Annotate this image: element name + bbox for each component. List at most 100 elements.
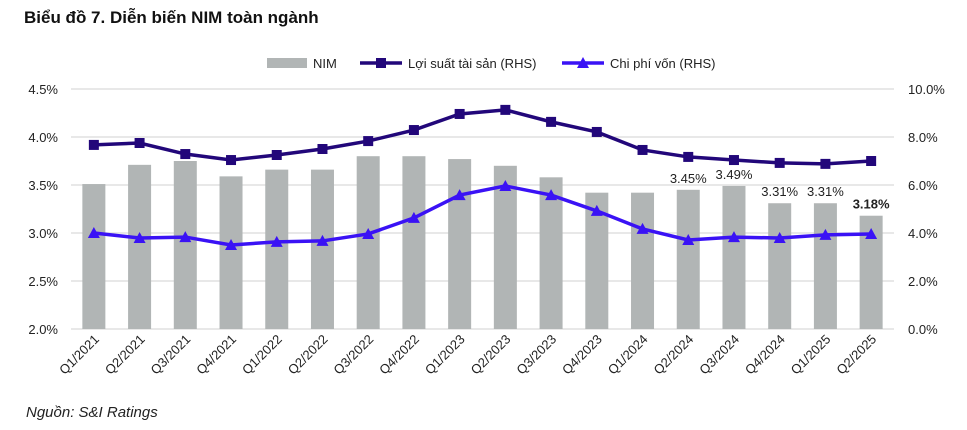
bar-nim — [813, 203, 837, 329]
left-axis-tick: 3.5% — [28, 178, 58, 193]
marker-cost — [87, 227, 100, 238]
marker-yield — [683, 151, 694, 162]
bar-nim — [722, 185, 746, 329]
x-axis-tick: Q1/2024 — [605, 332, 651, 378]
chart-title: Biểu đồ 7. Diễn biến NIM toàn ngành — [24, 8, 319, 27]
bar-nim — [493, 165, 517, 329]
bar-nim — [859, 215, 883, 329]
marker-cost — [773, 232, 786, 244]
data-label: 3.31% — [807, 184, 844, 199]
left-axis-tick: 4.0% — [28, 130, 58, 145]
x-axis-tick: Q1/2023 — [422, 332, 468, 378]
bar-nim — [82, 184, 106, 329]
data-label: 3.49% — [716, 167, 753, 182]
legend-label-nim: NIM — [313, 56, 337, 71]
x-axis-tick: Q1/2022 — [239, 332, 285, 378]
x-axis-tick: Q3/2023 — [513, 332, 559, 378]
marker-yield — [88, 139, 99, 150]
marker-yield — [546, 116, 557, 127]
bar-nim — [585, 192, 609, 329]
bar-nim — [310, 169, 334, 329]
marker-cost — [499, 179, 512, 191]
x-axis-tick: Q4/2021 — [193, 332, 239, 378]
x-axis-tick: Q4/2024 — [742, 332, 788, 378]
marker-yield — [271, 150, 282, 160]
bar-nim — [768, 203, 792, 329]
right-axis-tick: 0.0% — [908, 322, 938, 337]
bar-nim — [539, 177, 563, 329]
bar-nim — [631, 192, 655, 329]
marker-yield — [408, 125, 419, 136]
right-axis-tick: 10.0% — [908, 82, 945, 97]
x-axis-tick: Q4/2023 — [559, 332, 605, 378]
x-axis-tick: Q2/2025 — [833, 332, 879, 378]
marker-cost — [865, 227, 878, 239]
bar-nim — [265, 169, 289, 329]
bar-nim — [128, 164, 152, 329]
right-axis-tick: 8.0% — [908, 130, 938, 145]
marker-yield — [637, 144, 648, 155]
marker-cost — [819, 228, 832, 240]
marker-cost — [727, 231, 740, 243]
marker-yield — [180, 149, 191, 160]
marker-cost — [133, 232, 146, 244]
marker-yield — [134, 138, 145, 148]
legend-marker-yield — [376, 58, 386, 68]
marker-yield — [317, 144, 328, 154]
marker-yield — [226, 155, 237, 166]
legend-swatch-nim — [267, 58, 307, 68]
marker-yield — [500, 104, 511, 115]
marker-cost — [407, 211, 420, 223]
marker-yield — [454, 108, 465, 119]
marker-cost — [270, 235, 283, 247]
x-axis-tick: Q1/2021 — [56, 332, 102, 378]
x-axis-tick: Q2/2022 — [285, 332, 331, 378]
right-axis-tick: 2.0% — [908, 274, 938, 289]
bar-nim — [219, 176, 243, 329]
left-axis-tick: 2.5% — [28, 274, 58, 289]
left-axis-tick: 4.5% — [28, 82, 58, 97]
data-label: 3.45% — [670, 171, 707, 186]
marker-yield — [820, 158, 831, 169]
marker-cost — [453, 189, 466, 201]
marker-yield — [774, 157, 785, 168]
x-axis-tick: Q2/2024 — [650, 332, 696, 378]
x-axis-tick: Q3/2024 — [696, 332, 742, 378]
bar-nim — [402, 156, 426, 329]
x-axis-tick: Q2/2023 — [468, 332, 514, 378]
marker-cost — [590, 204, 603, 216]
marker-cost — [636, 222, 649, 234]
marker-yield — [728, 155, 739, 166]
bar-nim — [676, 189, 700, 329]
left-axis-tick: 3.0% — [28, 226, 58, 241]
data-label: 3.18% — [853, 197, 890, 212]
right-axis-tick: 6.0% — [908, 178, 938, 193]
x-axis-tick: Q4/2022 — [376, 332, 422, 378]
legend-marker-cost — [577, 57, 589, 68]
marker-yield — [866, 156, 877, 166]
marker-cost — [316, 234, 329, 246]
x-axis-tick: Q1/2025 — [788, 332, 834, 378]
x-axis-tick: Q3/2021 — [148, 332, 194, 378]
bar-nim — [356, 156, 380, 329]
marker-cost — [362, 227, 375, 239]
bar-nim — [448, 159, 472, 329]
marker-cost — [179, 231, 192, 243]
marker-cost — [682, 233, 695, 245]
line-cost — [93, 184, 872, 247]
legend-label-yield: Lợi suất tài sản (RHS) — [408, 56, 536, 71]
bar-nim — [173, 161, 197, 329]
legend-label-cost: Chi phí vốn (RHS) — [610, 56, 715, 71]
right-axis-tick: 4.0% — [908, 226, 938, 241]
marker-yield — [363, 136, 374, 147]
marker-yield — [591, 126, 602, 137]
line-yield — [93, 108, 872, 166]
x-axis-tick: Q2/2021 — [102, 332, 148, 378]
chart-source: Nguồn: S&I Ratings — [26, 404, 158, 421]
marker-cost — [545, 189, 558, 201]
marker-cost — [225, 239, 238, 250]
data-label: 3.31% — [761, 184, 798, 199]
x-axis-tick: Q3/2022 — [330, 332, 376, 378]
